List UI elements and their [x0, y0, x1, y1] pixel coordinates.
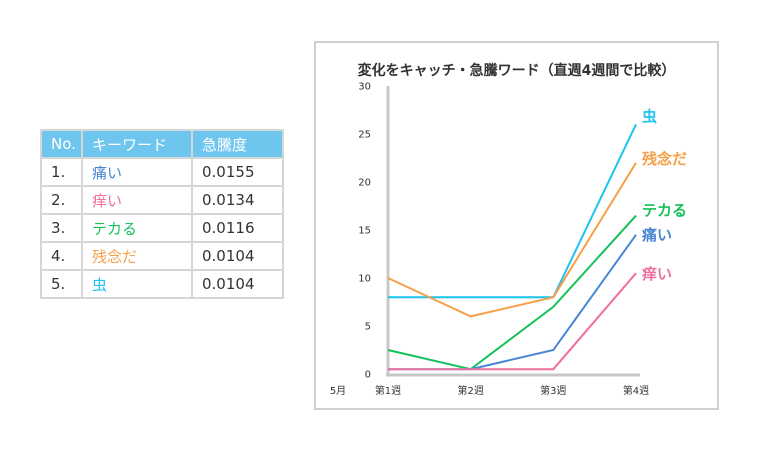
series-label: 痛い — [641, 226, 672, 244]
month-label: 5月 — [330, 385, 346, 397]
series-label: 残念だ — [642, 150, 687, 168]
row-score: 0.0104 — [191, 269, 284, 299]
header-score: 急騰度 — [191, 129, 284, 159]
row-score: 0.0134 — [191, 185, 284, 215]
table-header-row: No. キーワード 急騰度 — [40, 129, 284, 159]
y-tick-label: 0 — [365, 370, 371, 381]
row-keyword: 痛い — [81, 157, 193, 187]
table-row: 5. 虫 0.0104 — [40, 269, 284, 299]
y-tick-label: 30 — [358, 82, 371, 93]
header-keyword: キーワード — [81, 129, 193, 159]
x-tick-label: 第2週 — [457, 384, 483, 397]
series-line — [388, 272, 637, 371]
x-tick-label: 第1週 — [375, 384, 401, 397]
y-tick-label: 15 — [358, 226, 371, 237]
series-label: 痒い — [642, 265, 672, 283]
row-no: 2. — [40, 185, 83, 215]
series-line — [388, 234, 637, 371]
chart-panel: 変化をキャッチ・急騰ワード（直週4週間で比較） 0 5 10 15 20 25 30 5月 第1… — [314, 41, 719, 410]
table-row: 2. 痒い 0.0134 — [40, 185, 284, 215]
row-keyword: 残念だ — [81, 241, 193, 271]
row-no: 5. — [40, 269, 83, 299]
row-keyword: 痒い — [81, 185, 193, 215]
series-line — [387, 214, 637, 371]
y-tick-label: 20 — [358, 178, 371, 189]
table-row: 1. 痛い 0.0155 — [40, 157, 284, 187]
header-no: No. — [40, 129, 83, 159]
series-line — [387, 162, 637, 318]
series-label: テカる — [642, 202, 687, 220]
row-score: 0.0116 — [191, 213, 284, 243]
y-tick-label: 10 — [358, 274, 371, 285]
x-tick-label: 第4週 — [623, 384, 649, 397]
row-score: 0.0104 — [191, 241, 284, 271]
row-no: 1. — [40, 157, 83, 187]
chart-title: 変化をキャッチ・急騰ワード（直週4週間で比較） — [357, 63, 676, 79]
series-label: 虫 — [642, 107, 657, 125]
series-line — [388, 123, 637, 299]
row-score: 0.0155 — [191, 157, 284, 187]
table-row: 3. テカる 0.0116 — [40, 213, 284, 243]
row-no: 4. — [40, 241, 83, 271]
y-tick-label: 25 — [358, 130, 371, 141]
table-row: 4. 残念だ 0.0104 — [40, 241, 284, 271]
row-keyword: 虫 — [81, 269, 193, 299]
ranking-table: No. キーワード 急騰度 1. 痛い 0.0155 2. 痒い 0.0134 … — [40, 129, 284, 299]
row-keyword: テカる — [81, 213, 193, 243]
row-no: 3. — [40, 213, 83, 243]
x-tick-label: 第3週 — [540, 384, 566, 397]
y-tick-label: 5 — [365, 322, 371, 333]
